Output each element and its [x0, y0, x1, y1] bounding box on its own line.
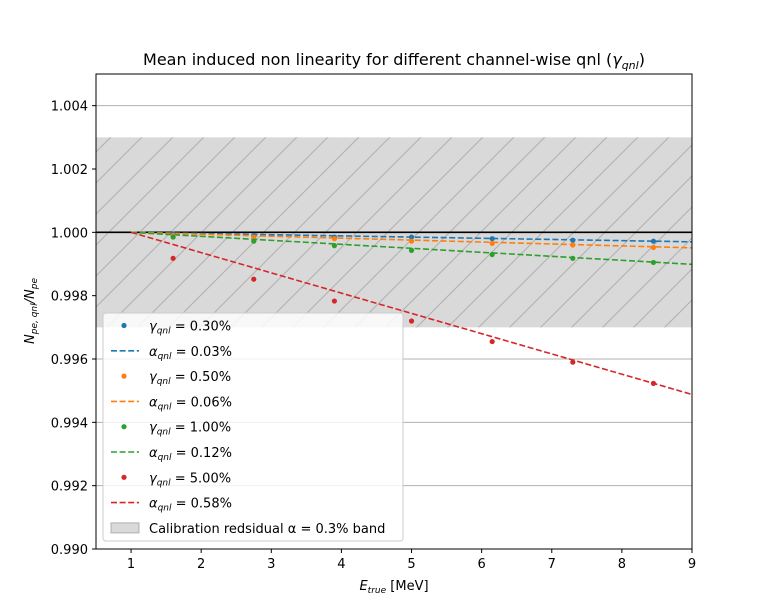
y-tick-label: 1.004	[51, 100, 88, 115]
data-point-2-3	[331, 236, 337, 242]
x-tick-label: 7	[548, 557, 556, 572]
y-tick-label: 0.998	[51, 290, 88, 305]
data-point-3-2	[251, 238, 257, 244]
legend-marker-3	[121, 424, 127, 430]
legend-label-fit-2: αqnl = 0.06%	[149, 395, 232, 412]
legend: γqnl = 0.30% αqnl = 0.03% γqnl = 0.50% αqnl…	[102, 312, 404, 542]
legend-band-swatch	[110, 522, 140, 534]
x-axis-label: Etrue [MeV]	[359, 579, 428, 596]
legend-label-fit-3: αqnl = 0.12%	[149, 446, 232, 463]
legend-label-fit-1: αqnl = 0.03%	[149, 345, 232, 362]
fit-line-4	[130, 231, 692, 396]
data-point-2-5	[489, 240, 495, 247]
data-point-4-5	[489, 338, 495, 345]
y-tick-label: 1.000	[51, 226, 88, 241]
x-tick-label: 8	[618, 557, 626, 572]
y-tick-label: 0.992	[51, 480, 88, 495]
x-tick-label: 5	[407, 557, 415, 572]
data-point-1-4	[408, 234, 415, 240]
x-tick-label: 4	[337, 557, 345, 572]
y-tick-label: 0.996	[51, 353, 88, 368]
data-point-3-4	[408, 247, 415, 253]
chart-title: Mean induced non linearity for different…	[143, 50, 645, 72]
data-point-4-6	[570, 359, 576, 365]
x-tick-label: 9	[688, 557, 696, 572]
y-tick-label: 0.994	[51, 416, 88, 431]
data-point-2-6	[570, 242, 576, 248]
data-point-4-3	[331, 298, 337, 304]
legend-label-band: Calibration redsidual α = 0.3% band	[149, 522, 385, 537]
x-tick-label: 2	[197, 557, 205, 572]
data-point-4-7	[650, 380, 657, 386]
data-point-3-3	[331, 243, 337, 249]
data-point-2-4	[408, 238, 415, 244]
legend-box	[102, 312, 404, 542]
data-point-1-5	[489, 236, 495, 242]
plot-area	[96, 105, 692, 549]
legend-label-points-4: γqnl = 5.00%	[149, 471, 231, 488]
x-tick-label: 1	[127, 557, 135, 572]
data-point-3-1	[170, 234, 176, 240]
data-point-3-7	[650, 259, 657, 266]
data-point-3-5	[489, 251, 495, 258]
legend-marker-4	[121, 474, 127, 480]
y-tick-label: 1.002	[51, 163, 88, 178]
data-point-2-7	[650, 244, 657, 251]
x-tick-label: 3	[267, 557, 275, 572]
data-point-4-4	[408, 318, 415, 324]
axes: 1 2 3 4 5 6 7 8 9 0.990 0.992 0.994 0.996 0.998 1.000 1…	[51, 73, 696, 572]
y-axis-label: Npe, qnl/Npe	[23, 278, 40, 344]
legend-label-points-2: γqnl = 0.50%	[149, 370, 231, 387]
legend-marker-2	[121, 373, 127, 379]
data-point-1-7	[650, 238, 657, 244]
data-point-4-1	[170, 255, 176, 261]
data-point-1-6	[570, 237, 576, 243]
x-tick-label: 6	[478, 557, 486, 572]
data-point-2-2	[251, 234, 257, 240]
legend-label-fit-4: αqnl = 0.58%	[149, 497, 232, 514]
y-tick-label: 0.990	[51, 543, 88, 558]
data-point-4-2	[251, 276, 257, 282]
legend-label-points-3: γqnl = 1.00%	[149, 421, 231, 438]
legend-label-points-1: γqnl = 0.30%	[149, 320, 231, 337]
legend-marker-1	[121, 322, 127, 329]
plot-frame	[95, 73, 693, 550]
data-point-3-6	[570, 255, 576, 261]
